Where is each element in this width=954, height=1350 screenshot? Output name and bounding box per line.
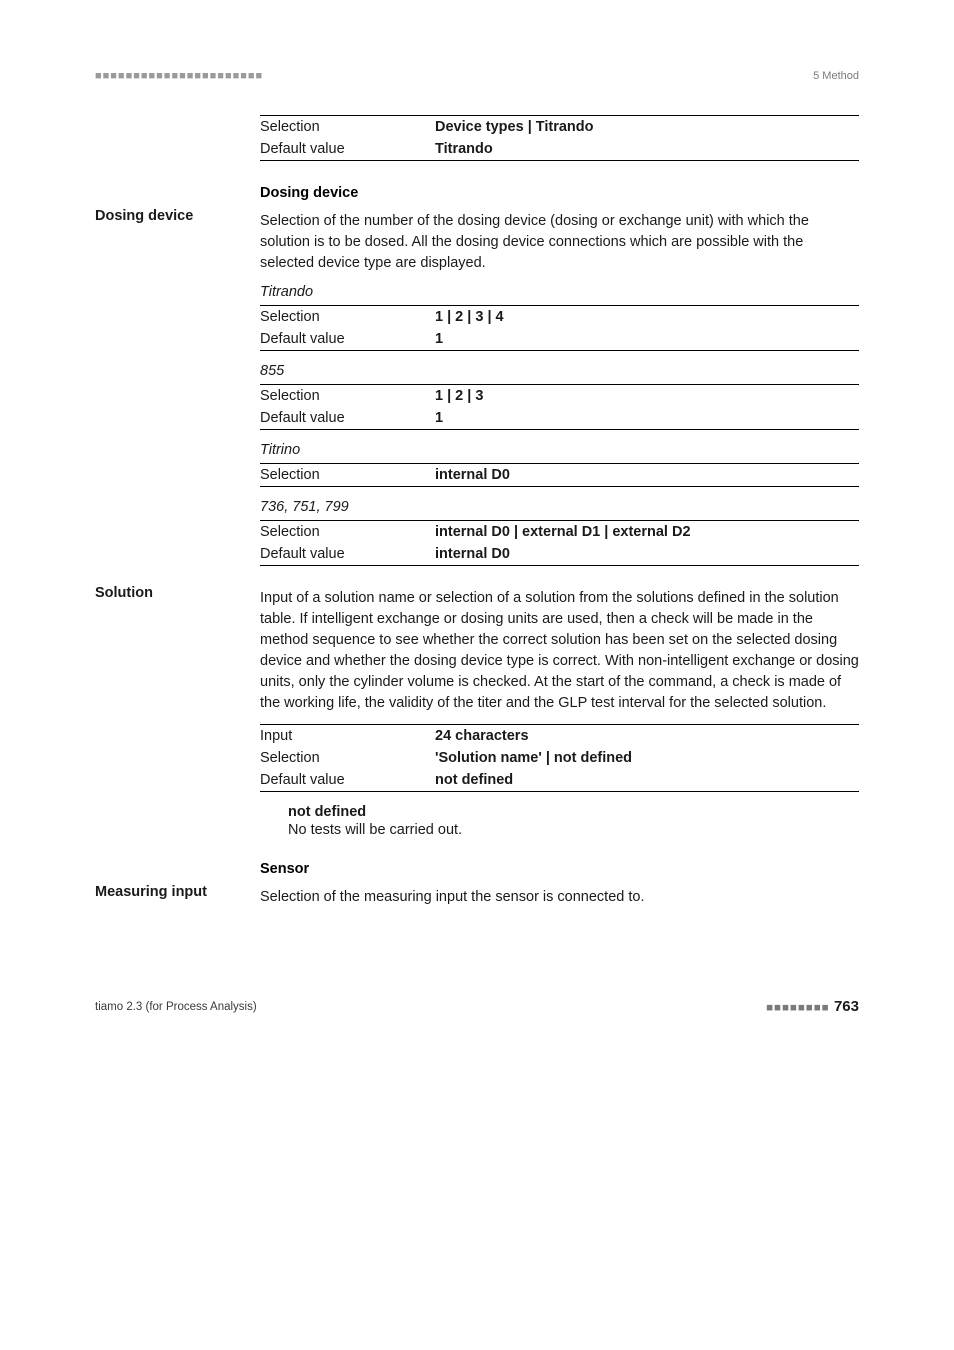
variant-table: Selectioninternal D0	[260, 463, 859, 487]
row-key: Default value	[260, 328, 435, 351]
row-value: not defined	[435, 769, 859, 792]
page-footer: tiamo 2.3 (for Process Analysis) ■■■■■■■…	[95, 998, 859, 1015]
device-types-table: Selection Device types | Titrando Defaul…	[260, 115, 859, 161]
dosing-variants-container: TitrandoSelection1 | 2 | 3 | 4Default va…	[260, 284, 859, 566]
row-value: 1	[435, 328, 859, 351]
footer-right: ■■■■■■■■ 763	[766, 998, 859, 1015]
variant-table: Selection1 | 2 | 3Default value1	[260, 384, 859, 430]
row-value: 'Solution name' | not defined	[435, 747, 859, 769]
solution-table: Input 24 characters Selection 'Solution …	[260, 724, 859, 792]
variant-name: Titrando	[260, 284, 859, 300]
solution-label: Solution	[95, 585, 153, 601]
solution-note-title: not defined	[288, 804, 859, 820]
variant-name: 855	[260, 363, 859, 379]
row-value: 24 characters	[435, 725, 859, 748]
page-header: ■■■■■■■■■■■■■■■■■■■■■■ 5 Method	[95, 70, 859, 82]
row-value: internal D0 | external D1 | external D2	[435, 521, 859, 544]
header-dots: ■■■■■■■■■■■■■■■■■■■■■■	[95, 70, 263, 82]
row-key: Input	[260, 725, 435, 748]
row-key: Default value	[260, 769, 435, 792]
footer-left: tiamo 2.3 (for Process Analysis)	[95, 1001, 257, 1013]
sensor-head: Sensor	[260, 849, 859, 883]
solution-note-body: No tests will be carried out.	[288, 820, 859, 841]
row-value: Device types | Titrando	[435, 116, 859, 139]
row-key: Default value	[260, 543, 435, 566]
dosing-device-head: Dosing device	[260, 173, 859, 207]
row-key: Selection	[260, 464, 435, 487]
solution-note: not defined No tests will be carried out…	[288, 804, 859, 841]
row-value: internal D0	[435, 464, 859, 487]
row-key: Selection	[260, 747, 435, 769]
row-key: Selection	[260, 306, 435, 329]
row-value: Titrando	[435, 138, 859, 161]
footer-dots: ■■■■■■■■	[766, 1002, 830, 1014]
row-key: Selection	[260, 116, 435, 139]
row-value: 1 | 2 | 3 | 4	[435, 306, 859, 329]
dosing-device-label: Dosing device	[95, 208, 193, 224]
variant-name: 736, 751, 799	[260, 499, 859, 515]
measuring-input-label: Measuring input	[95, 884, 207, 900]
header-section: 5 Method	[813, 70, 859, 82]
variant-table: Selectioninternal D0 | external D1 | ext…	[260, 520, 859, 566]
row-value: 1	[435, 407, 859, 430]
footer-page-number: 763	[834, 998, 859, 1015]
variant-name: Titrino	[260, 442, 859, 458]
row-key: Selection	[260, 385, 435, 408]
dosing-device-paragraph: Selection of the number of the dosing de…	[260, 211, 859, 274]
row-value: 1 | 2 | 3	[435, 385, 859, 408]
row-value: internal D0	[435, 543, 859, 566]
measuring-input-paragraph: Selection of the measuring input the sen…	[260, 887, 859, 908]
variant-table: Selection1 | 2 | 3 | 4Default value1	[260, 305, 859, 351]
row-key: Selection	[260, 521, 435, 544]
row-key: Default value	[260, 138, 435, 161]
row-key: Default value	[260, 407, 435, 430]
solution-paragraph: Input of a solution name or selection of…	[260, 588, 859, 714]
